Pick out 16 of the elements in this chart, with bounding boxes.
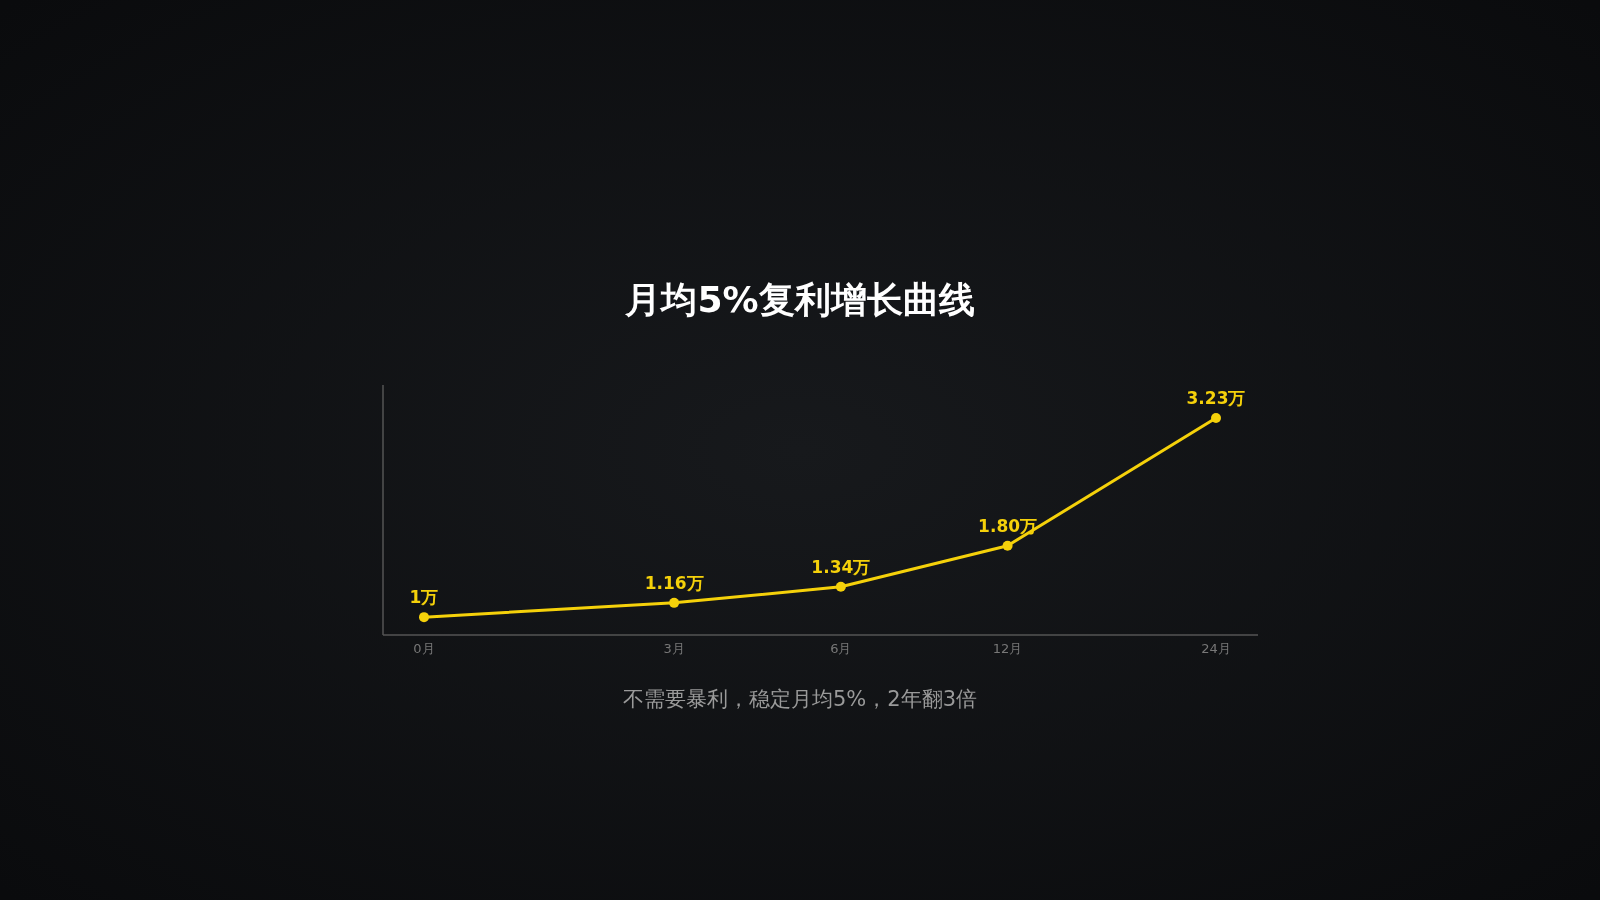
chart-title: 月均5%复利增长曲线: [624, 279, 975, 320]
x-tick-label: 12月: [992, 641, 1023, 656]
x-tick-label: 0月: [413, 641, 435, 656]
point: [419, 612, 429, 623]
point: [1211, 413, 1221, 424]
data-label: 1.34万: [811, 556, 871, 577]
text: 不需要暴利，稳定月均5%，2年翻3倍: [622, 687, 978, 711]
x-tick-label: 6月: [830, 641, 852, 656]
data-label: 1.16万: [644, 572, 704, 593]
x-tick-label: 3月: [663, 641, 685, 656]
data-label: 3.23万: [1186, 388, 1246, 409]
point: [669, 597, 680, 608]
x-tick-label: 24月: [1201, 641, 1231, 656]
point: [1002, 540, 1013, 551]
data-label: 1万: [409, 587, 439, 608]
point: [835, 581, 846, 592]
